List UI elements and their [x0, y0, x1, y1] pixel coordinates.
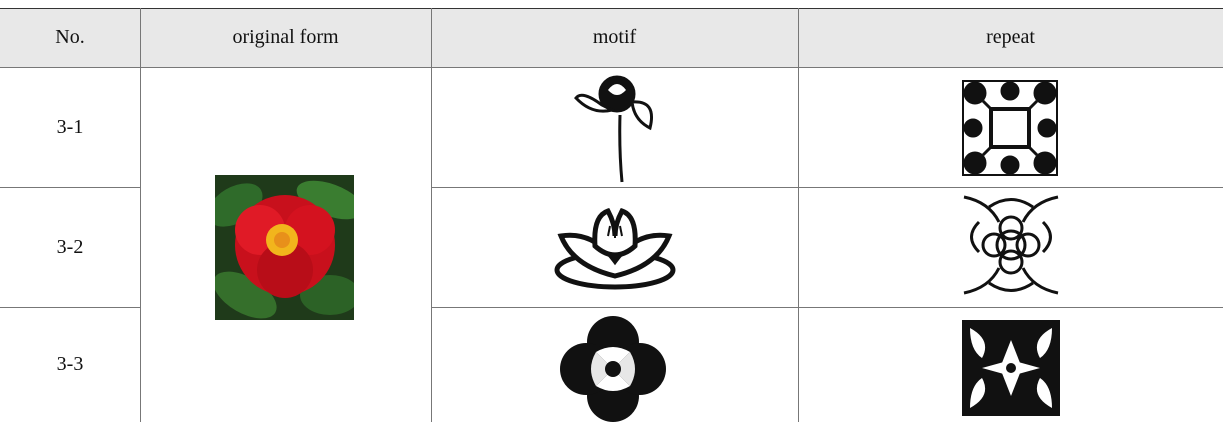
header-cell: repeat: [986, 26, 1035, 48]
repeat-icon: [962, 320, 1060, 416]
rule: [431, 8, 432, 422]
rule: [0, 187, 140, 188]
motif-icon: [560, 316, 666, 422]
header-cell: motif: [592, 26, 637, 48]
header-cell: original form: [232, 26, 339, 48]
repeat-icon: [963, 195, 1059, 295]
rule: [431, 307, 1223, 308]
row-label: 3-2: [56, 235, 84, 258]
rule: [431, 187, 1223, 188]
rule: [0, 307, 140, 308]
rule: [140, 8, 141, 422]
row-label: 3-1: [56, 115, 84, 138]
repeat-icon: [962, 80, 1058, 176]
motif-icon: [574, 75, 653, 183]
rule: [798, 8, 799, 422]
rule: [0, 8, 1223, 9]
header-band: [0, 8, 1223, 67]
motif-icon: [554, 207, 676, 290]
rule: [0, 67, 1223, 68]
row-label: 3-3: [56, 353, 84, 375]
photo: [215, 175, 354, 320]
header-cell: No.: [55, 26, 85, 48]
